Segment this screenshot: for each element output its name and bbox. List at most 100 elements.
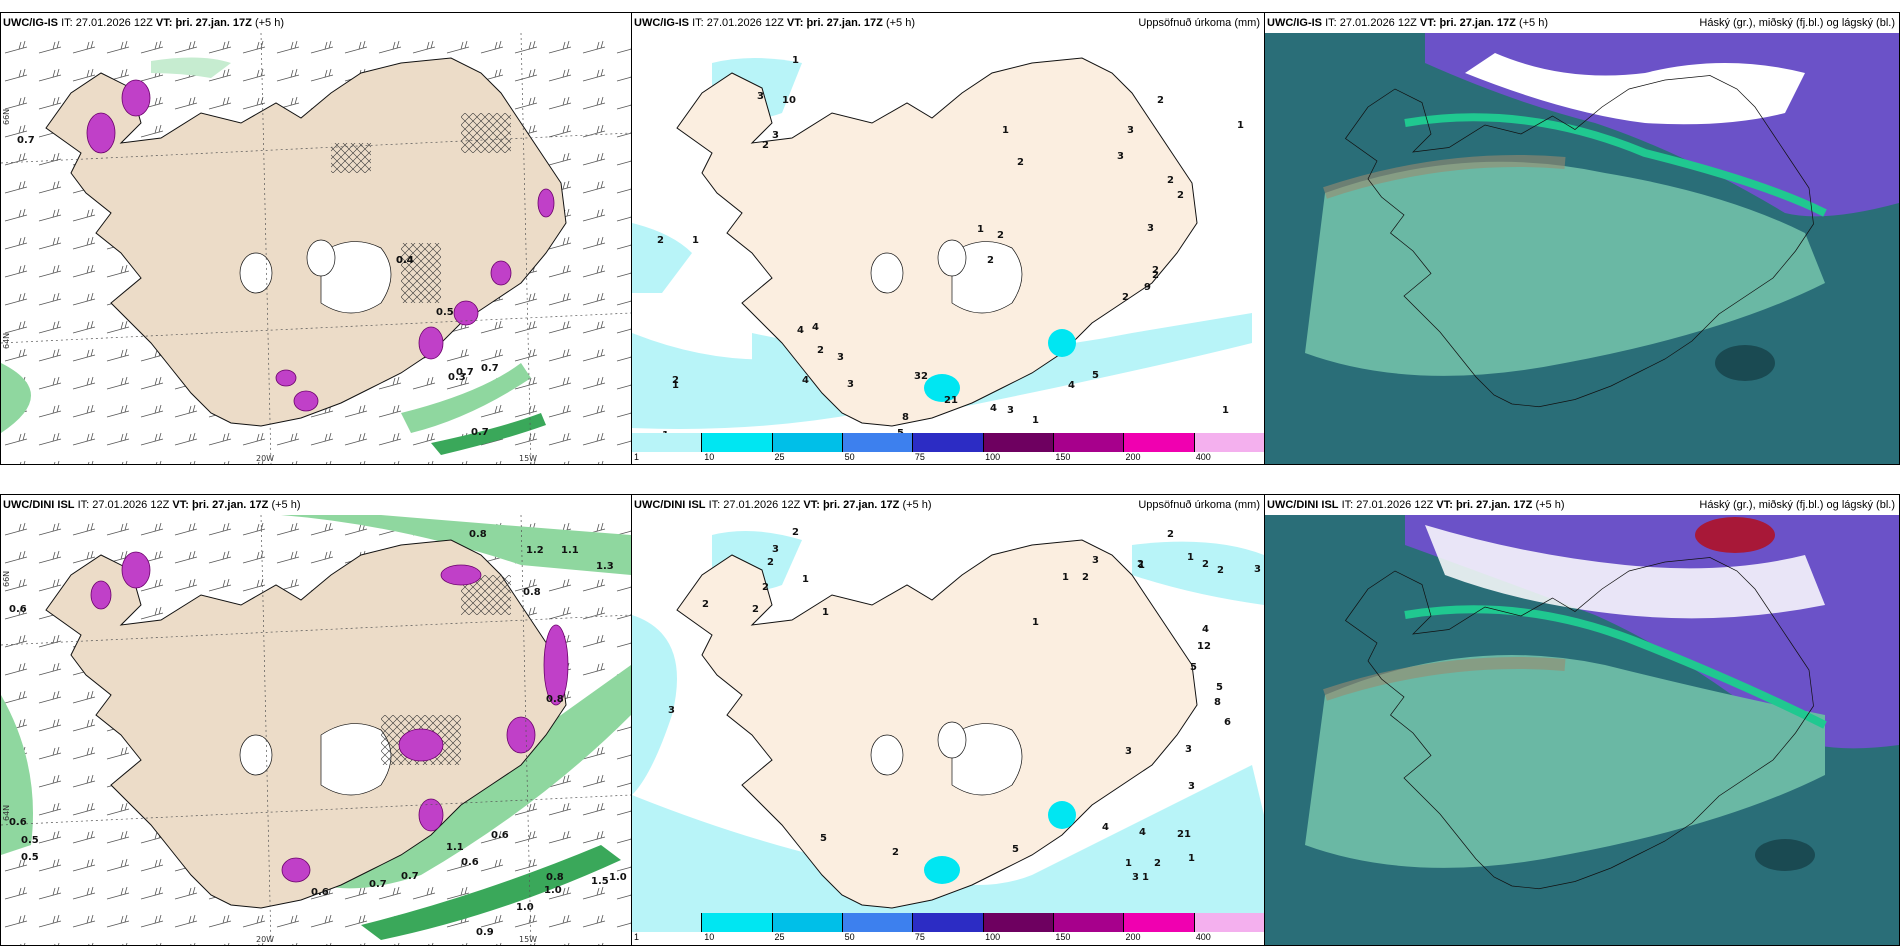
it-label: IT:: [61, 17, 73, 29]
map-value-label: 1: [977, 224, 984, 235]
model-name: UWC/DINI ISL: [634, 499, 706, 511]
map-value-label: 3: [837, 352, 844, 363]
precip-color-legend: [632, 913, 1264, 932]
valid-time: þri. 27.jan. 17Z: [191, 499, 269, 511]
legend-label: 150: [1055, 932, 1071, 942]
map-value-label: 1: [1142, 872, 1149, 883]
map-value-label: 1.2: [526, 545, 544, 556]
map-value-label: 1: [1032, 415, 1039, 426]
map-value-label: 3: [1132, 872, 1139, 883]
map-value-label: 2: [987, 255, 994, 266]
wind-value-labels: 0.70.7 0.70.70.40.40.50.3: [17, 135, 499, 438]
panel-wind-dini: UWC/DINI ISL IT: 27.01.2026 12Z VT: þri.…: [0, 494, 632, 946]
map-value-label: 21: [944, 395, 958, 406]
map-value-label: 1: [1062, 572, 1069, 583]
model-name: UWC/IG-IS: [634, 17, 689, 29]
legend-swatch: [1053, 913, 1125, 932]
map-value-label: 3: [1007, 405, 1014, 416]
panel-title: UWC/DINI ISL IT: 27.01.2026 12Z VT: þri.…: [1265, 495, 1899, 515]
map-value-label: 4: [990, 403, 997, 414]
map-value-label: 4: [797, 325, 804, 336]
map-value-label: 0.7: [401, 871, 419, 882]
map-value-label: 3: [1147, 223, 1154, 234]
map-value-label: 2: [1157, 95, 1164, 106]
map-value-label: 1: [802, 574, 809, 585]
map-value-label: 2: [1177, 829, 1184, 840]
init-time: 27.01.2026 12Z: [92, 499, 170, 511]
it-label: IT:: [77, 499, 90, 511]
map-value-label: 2: [1202, 559, 1209, 570]
map-value-label: 3: [1117, 151, 1124, 162]
cloud-map: [1265, 515, 1899, 945]
legend-label: 1: [634, 452, 640, 462]
cloud-map: [1265, 33, 1899, 464]
init-time: 27.01.2026 12Z: [723, 499, 801, 511]
panel-subtitle: Uppsöfnuð úrkoma (mm): [1138, 499, 1260, 511]
map-value-label: 2: [1217, 565, 1224, 576]
valid-time: þri. 27.jan. 17Z: [806, 17, 883, 29]
map-value-label: 2: [892, 847, 899, 858]
map-value-label: 2: [1017, 157, 1024, 168]
map-value-label: 1: [792, 55, 799, 66]
map-value-label: 1: [1184, 829, 1191, 840]
legend-label: 25: [774, 932, 785, 942]
vt-label: VT:: [786, 17, 804, 29]
panel-title: UWC/DINI ISL IT: 27.01.2026 12Z VT: þri.…: [632, 495, 1264, 515]
map-value-label: 2: [1167, 529, 1174, 540]
legend-swatch: [1053, 433, 1125, 452]
valid-time: þri. 27.jan. 17Z: [1439, 17, 1516, 29]
init-time: 27.01.2026 12Z: [1356, 499, 1434, 511]
map-value-label: 3: [847, 379, 854, 390]
legend-label: 50: [844, 452, 855, 462]
map-value-label: 5: [1012, 844, 1019, 855]
map-value-label: 32: [914, 371, 928, 382]
map-value-label: 3: [772, 544, 779, 555]
map-value-label: 0.8: [469, 529, 487, 540]
map-value-label: 0.9: [476, 927, 494, 938]
precip-value-labels: 1310322111213232213922222423342432218543…: [657, 55, 1244, 433]
panel-cloud-igis: UWC/IG-IS IT: 27.01.2026 12Z VT: þri. 27…: [1264, 12, 1900, 465]
map-value-label: 1.0: [544, 885, 562, 896]
vt-label: VT:: [803, 499, 820, 511]
legend-swatch: [842, 913, 914, 932]
map-value-label: 2: [767, 557, 774, 568]
map-value-label: 5: [1216, 682, 1223, 693]
legend-swatch: [632, 433, 703, 452]
map-value-label: 6: [1224, 717, 1231, 728]
legend-label: 100: [985, 932, 1001, 942]
map-value-label: 1: [1188, 853, 1195, 864]
map-value-label: 1.0: [516, 902, 534, 913]
map-value-label: 2: [792, 527, 799, 538]
map-value-label: 1: [1002, 125, 1009, 136]
legend-swatch: [632, 913, 703, 932]
map-value-label: 2: [752, 604, 759, 615]
it-label: IT:: [1325, 17, 1337, 29]
valid-time: þri. 27.jan. 17Z: [1455, 499, 1533, 511]
map-value-label: 3: [1092, 555, 1099, 566]
init-time: 27.01.2026 12Z: [1339, 17, 1417, 29]
legend-swatch: [913, 913, 984, 932]
lead-time: (+5 h): [902, 499, 932, 511]
panel-cloud-dini: UWC/DINI ISL IT: 27.01.2026 12Z VT: þri.…: [1264, 494, 1900, 946]
map-value-label: 2: [657, 235, 664, 246]
precip-color-legend: [632, 433, 1264, 452]
model-name: UWC/IG-IS: [1267, 17, 1322, 29]
lead-time: (+5 h): [1535, 499, 1565, 511]
map-value-label: 2: [997, 230, 1004, 241]
map-value-label: 0.5: [21, 852, 39, 863]
legend-label: 1: [634, 932, 640, 942]
it-label: IT:: [692, 17, 704, 29]
map-value-label: 3: [1127, 125, 1134, 136]
legend-swatch: [772, 433, 843, 452]
map-value-label: 4: [1202, 624, 1209, 635]
legend-label: 100: [985, 452, 1001, 462]
map-value-label: 2: [762, 140, 769, 151]
legend-label: 150: [1055, 452, 1071, 462]
vt-label: VT:: [1436, 499, 1453, 511]
map-value-label: 0.4: [396, 255, 414, 266]
panel-precip-dini: UWC/DINI ISL IT: 27.01.2026 12Z VT: þri.…: [631, 494, 1265, 946]
map-value-label: 4: [812, 322, 819, 333]
map-value-label: 0.3: [448, 372, 466, 383]
panel-precip-igis: UWC/IG-IS IT: 27.01.2026 12Z VT: þri. 27…: [631, 12, 1265, 465]
